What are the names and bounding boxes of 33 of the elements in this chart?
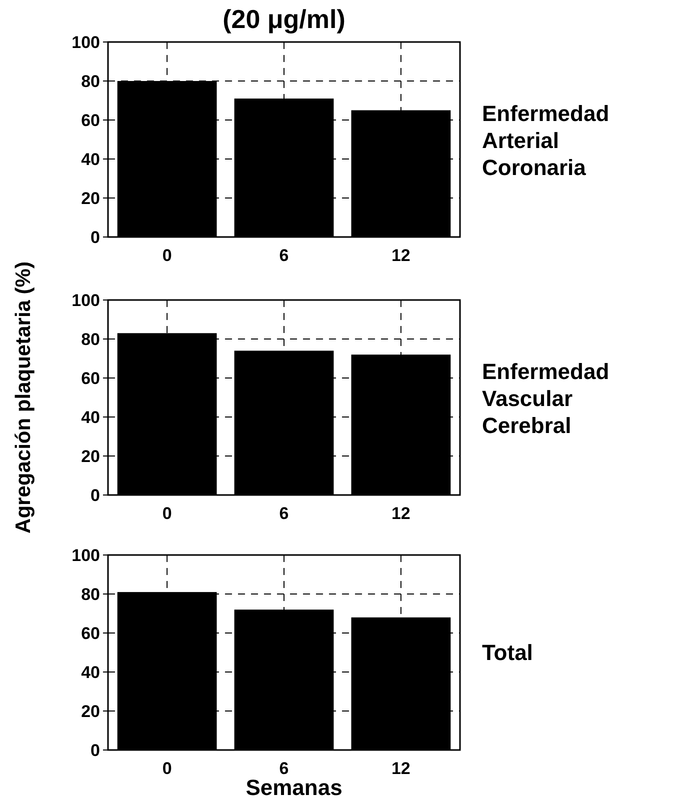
y-tick-label: 40 [81, 150, 100, 169]
x-tick-label: 6 [279, 759, 289, 778]
text: Enfermedad Arterial Coronaria [482, 101, 610, 180]
x-axis-title: Semanas [246, 775, 342, 800]
y-tick-label: 20 [81, 446, 100, 466]
x-tick-label: 12 [391, 759, 410, 778]
y-tick-label: 80 [81, 72, 100, 91]
y-tick-label: 0 [90, 486, 100, 505]
y-tick-label: 20 [81, 188, 100, 208]
x-tick-label: 12 [391, 246, 410, 265]
x-tick-label: 0 [162, 504, 172, 523]
y-tick-label: 100 [72, 32, 100, 52]
y-tick-label: 20 [81, 702, 100, 721]
text: Enfermedad Vascular Cerebral [482, 359, 610, 438]
y-tick-label: 40 [81, 662, 100, 682]
x-tick-label: 0 [162, 759, 172, 778]
y-tick-label: 100 [72, 290, 100, 310]
y-tick-label: 60 [81, 110, 100, 130]
chart-title: (20 μg/ml) [222, 4, 346, 34]
y-tick-label: 80 [81, 330, 100, 349]
y-tick-label: 80 [81, 584, 100, 604]
x-tick-label: 12 [391, 504, 410, 523]
y-tick-label: 40 [81, 408, 100, 427]
y-tick-label: 60 [81, 368, 100, 388]
y-tick-label: 60 [81, 624, 100, 643]
x-tick-label: 6 [279, 246, 289, 265]
y-tick-label: 100 [72, 546, 100, 565]
y-tick-label: 0 [90, 228, 100, 247]
y-tick-label: 0 [90, 740, 100, 760]
x-tick-label: 6 [279, 504, 289, 523]
x-tick-label: 0 [162, 246, 172, 265]
y-axis-title: Agregación plaquetaria (%) [12, 262, 35, 534]
text: Total [482, 640, 533, 666]
